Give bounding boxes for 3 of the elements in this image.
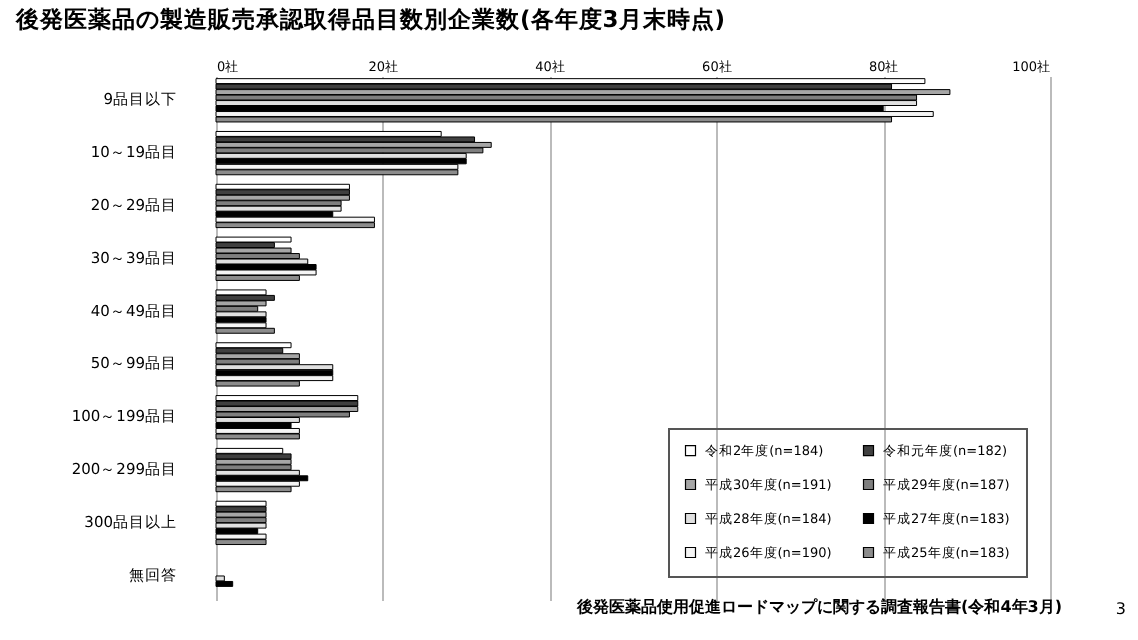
text: 3 [1115, 600, 1126, 618]
annotation: 後発医薬品使用促進ロードマップに関する調査報告書(令和4年3月) [577, 596, 1062, 618]
chart-title: 後発医薬品の製造販売承認取得品目数別企業数(各年度3月末時点) [14, 5, 726, 33]
